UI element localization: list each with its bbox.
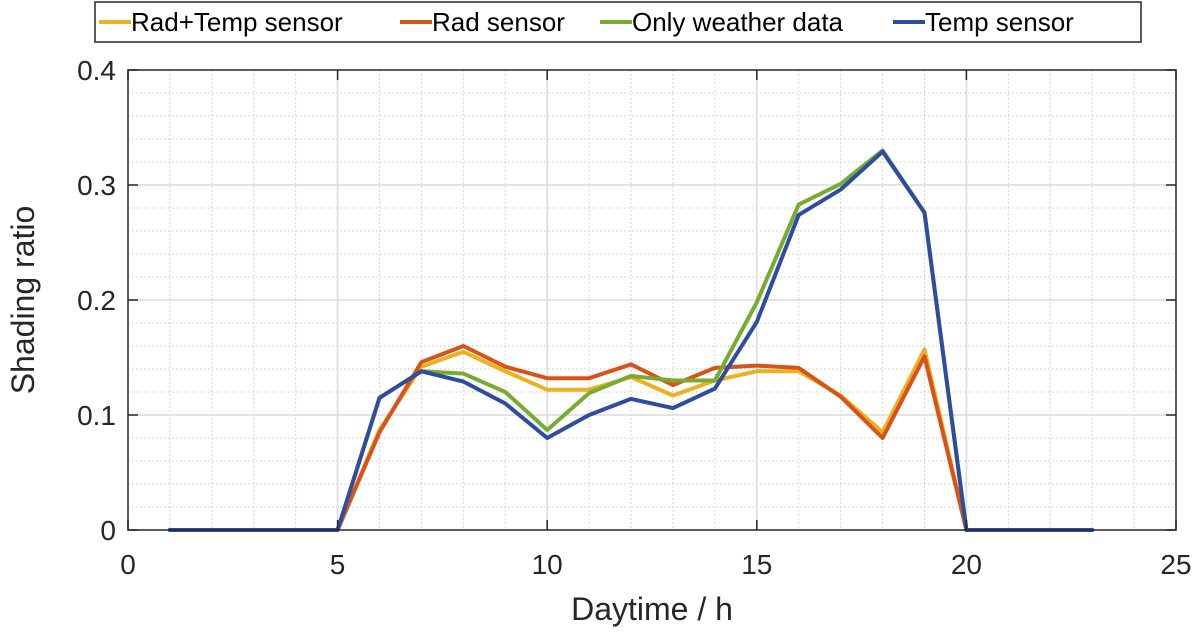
y-tick-label: 0.3 xyxy=(77,170,116,201)
y-axis-ticks: 0 0.1 0.2 0.3 0.4 xyxy=(77,55,1176,546)
legend-label-rad-temp: Rad+Temp sensor xyxy=(131,7,343,37)
legend-item-weather: Only weather data xyxy=(600,7,844,37)
x-axis-label: Daytime / h xyxy=(571,591,733,627)
x-tick-label: 20 xyxy=(951,549,982,580)
legend-label-weather: Only weather data xyxy=(632,7,844,37)
y-tick-label: 0.1 xyxy=(77,400,116,431)
y-tick-label: 0.2 xyxy=(77,285,116,316)
minor-grid xyxy=(128,70,1176,530)
legend-label-rad: Rad sensor xyxy=(432,7,565,37)
x-tick-label: 25 xyxy=(1160,549,1191,580)
y-axis-label: Shading ratio xyxy=(5,206,41,395)
x-tick-label: 15 xyxy=(741,549,772,580)
legend-item-rad-temp: Rad+Temp sensor xyxy=(99,7,343,37)
y-tick-label: 0 xyxy=(100,515,116,546)
y-tick-label: 0.4 xyxy=(77,55,116,86)
x-tick-label: 0 xyxy=(120,549,136,580)
x-tick-label: 10 xyxy=(532,549,563,580)
x-axis-ticks: 0 5 10 15 20 25 xyxy=(120,70,1192,580)
legend: Rad+Temp sensor Rad sensor Only weather … xyxy=(94,1,1142,43)
x-tick-label: 5 xyxy=(330,549,346,580)
legend-item-rad: Rad sensor xyxy=(400,7,565,37)
legend-label-temp: Temp sensor xyxy=(925,7,1074,37)
legend-item-temp: Temp sensor xyxy=(893,7,1074,37)
